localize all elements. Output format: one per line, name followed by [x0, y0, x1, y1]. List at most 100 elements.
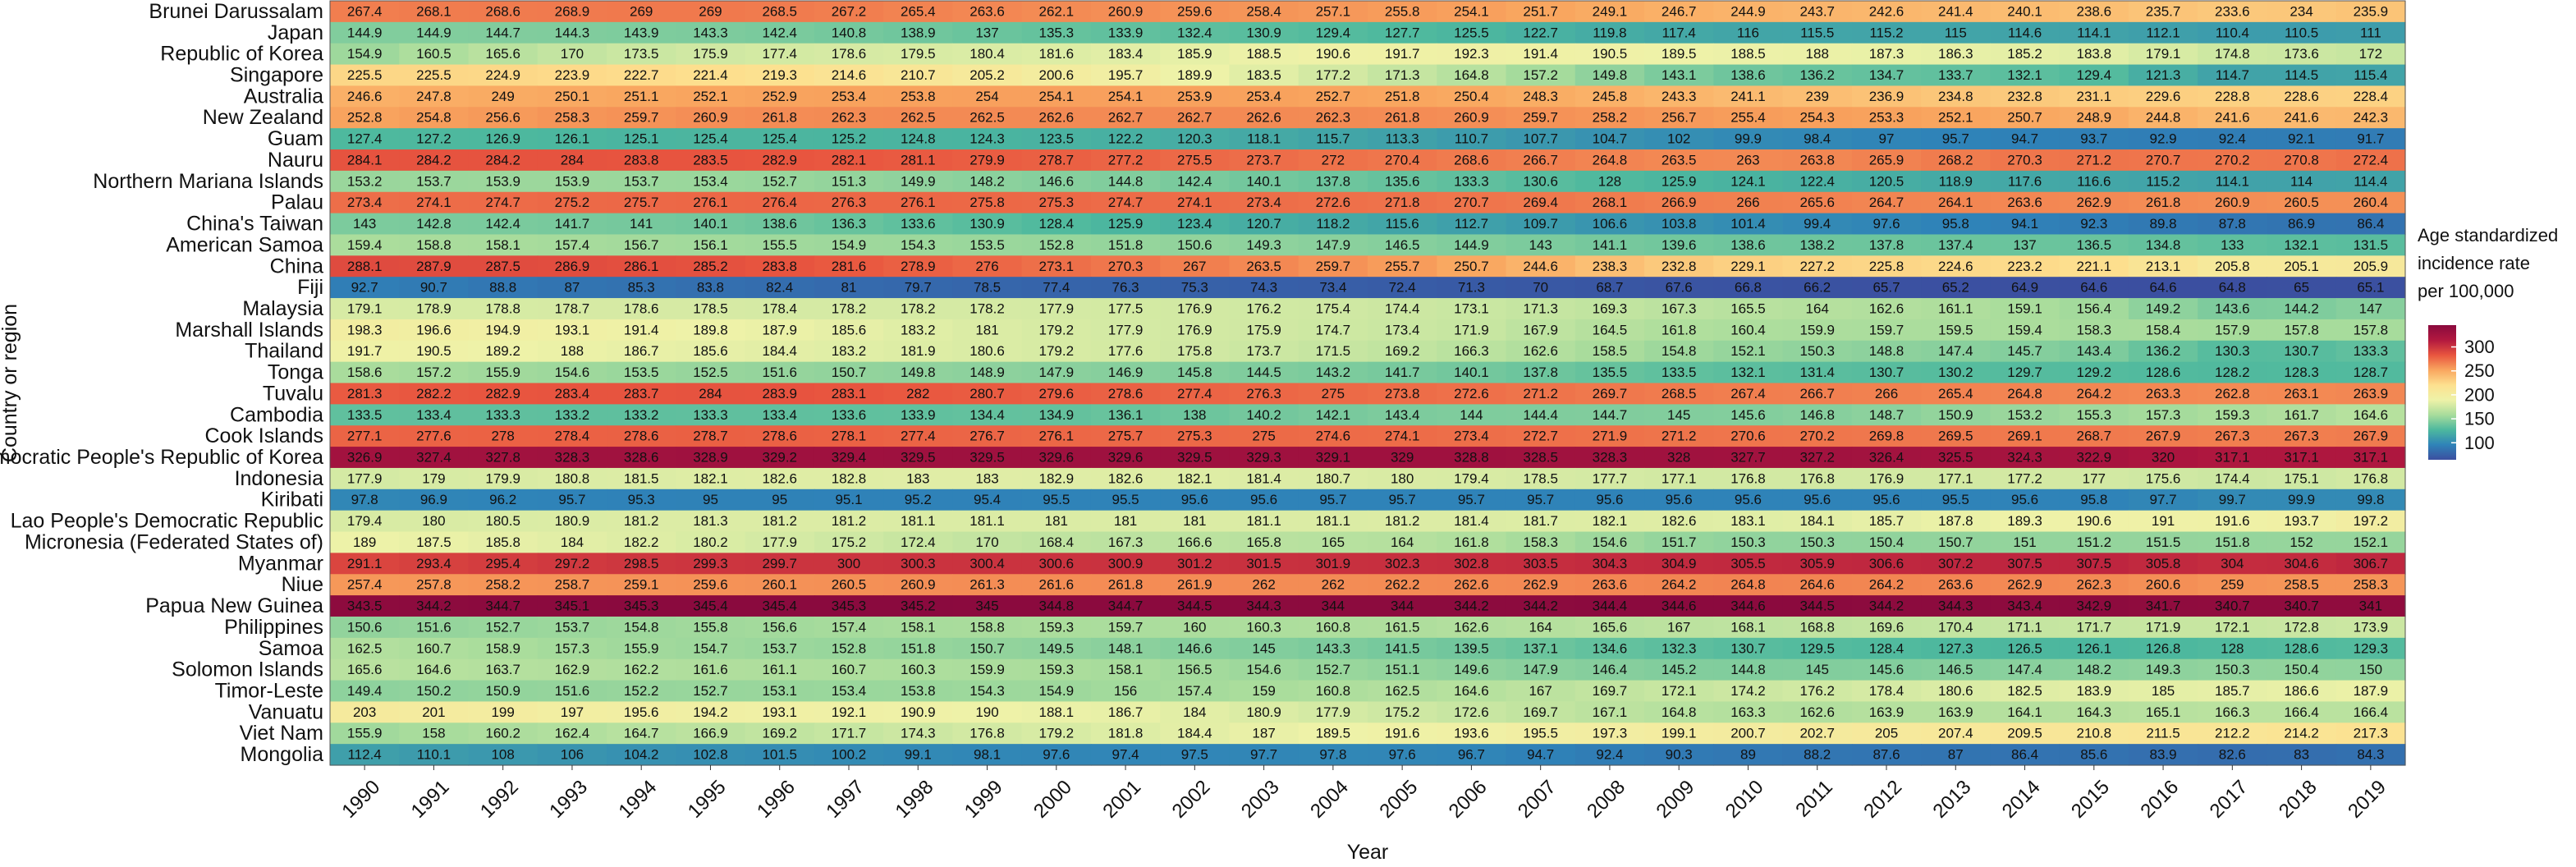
legend-tick-label: 100: [2464, 433, 2495, 453]
cell-value-label: 272.6: [1316, 195, 1351, 210]
heatmap-cell: [1644, 85, 1714, 108]
cell-value-label: 256.7: [1662, 110, 1697, 126]
cell-value-label: 244.8: [2146, 110, 2181, 126]
cell-value-label: 153.7: [762, 640, 797, 656]
heatmap-cell: [1229, 21, 1299, 44]
x-tick-label: 1996: [753, 776, 800, 823]
heatmap-cell: [1298, 170, 1368, 193]
x-tick-label: 2005: [1375, 776, 1422, 823]
cell-value-label: 260.5: [832, 577, 867, 593]
cell-value-label: 171.9: [1454, 322, 1489, 337]
heatmap-cell: [1160, 149, 1231, 172]
heatmap-cell: [1990, 107, 2060, 129]
cell-value-label: 171.7: [832, 726, 867, 741]
cell-value-label: 133.3: [1454, 173, 1489, 189]
cell-value-label: 151.7: [1662, 534, 1697, 550]
cell-value-label: 260.9: [1108, 3, 1144, 19]
cell-value-label: 320: [2152, 450, 2175, 466]
cell-value-label: 344.8: [1039, 599, 1075, 614]
cell-value-label: 268.7: [2077, 429, 2112, 444]
legend-title-line: Age standardized: [2418, 225, 2558, 245]
cell-value-label: 99.4: [1804, 216, 1831, 232]
cell-value-label: 126.1: [555, 131, 590, 147]
cell-value-label: 164.8: [1454, 67, 1489, 83]
cell-value-label: 262.5: [901, 110, 936, 126]
cell-value-label: 130.7: [1730, 640, 1766, 656]
heatmap-cell: [1713, 170, 1784, 193]
heatmap-cell: [814, 170, 884, 193]
cell-value-label: 179.1: [347, 300, 383, 316]
cell-value-label: 185.7: [1869, 513, 1904, 529]
cell-value-label: 142.4: [485, 216, 520, 232]
cell-value-label: 110.5: [2285, 25, 2318, 40]
cell-value-label: 329.3: [1246, 450, 1281, 466]
cell-value-label: 115.6: [1385, 216, 1419, 232]
cell-value-label: 241.1: [1730, 89, 1766, 104]
cell-value-label: 181.1: [969, 513, 1005, 529]
heatmap-cell: [1229, 191, 1299, 214]
cell-value-label: 183.2: [832, 343, 867, 359]
heatmap-cell: [745, 107, 815, 129]
cell-value-label: 219.3: [762, 67, 797, 83]
cell-value-label: 186.7: [1108, 704, 1144, 720]
cell-value-label: 173.7: [1246, 343, 1281, 359]
heatmap-cell: [1229, 170, 1299, 193]
heatmap-cell: [883, 191, 953, 214]
heatmap-cell: [330, 43, 400, 66]
cell-value-label: 138.6: [1730, 237, 1766, 253]
cell-value-label: 130.7: [1869, 365, 1904, 380]
cell-value-label: 267.4: [347, 3, 383, 19]
x-tick-label: 2002: [1168, 776, 1215, 823]
cell-value-label: 300.9: [1108, 556, 1144, 571]
heatmap-cell: [883, 213, 953, 236]
cell-value-label: 128.4: [1869, 640, 1904, 656]
cell-value-label: 217.3: [2354, 726, 2389, 741]
cell-value-label: 120.3: [1177, 131, 1212, 147]
cell-value-label: 212.2: [2215, 726, 2250, 741]
cell-value-label: 180.9: [1246, 704, 1281, 720]
cell-value-label: 273.4: [347, 195, 383, 210]
cell-value-label: 160.3: [1246, 619, 1281, 635]
heatmap-cell: [2128, 21, 2198, 44]
cell-value-label: 168.8: [1799, 619, 1835, 635]
heatmap-cell: [399, 107, 470, 129]
heatmap-cell: [2198, 43, 2268, 66]
cell-value-label: 141.7: [1385, 365, 1420, 380]
cell-value-label: 270.7: [2146, 152, 2181, 167]
cell-value-label: 306.7: [2354, 556, 2389, 571]
cell-value-label: 344.6: [1662, 599, 1697, 614]
cell-value-label: 190.5: [416, 343, 451, 359]
heatmap-cell: [1090, 64, 1161, 87]
cell-value-label: 255.8: [1385, 3, 1420, 19]
cell-value-label: 181.2: [832, 513, 867, 529]
cell-value-label: 267.2: [832, 3, 867, 19]
cell-value-label: 166.3: [2215, 704, 2250, 720]
cell-value-label: 305.8: [2146, 556, 2181, 571]
cell-value-label: 266: [1736, 195, 1759, 210]
cell-value-label: 94.7: [1527, 747, 1554, 763]
cell-value-label: 250.1: [555, 89, 590, 104]
cell-value-label: 345.2: [901, 599, 936, 614]
cell-value-label: 185.2: [2007, 46, 2042, 62]
cell-value-label: 165.1: [2146, 704, 2181, 720]
cell-value-label: 277.2: [1108, 152, 1144, 167]
cell-value-label: 249: [491, 89, 514, 104]
heatmap-cell: [607, 107, 676, 129]
heatmap-cell: [1090, 149, 1161, 172]
x-tick-label: 2001: [1098, 776, 1145, 823]
cell-value-label: 271.8: [1385, 195, 1420, 210]
cell-value-label: 126.8: [2146, 640, 2181, 656]
heatmap-cell: [1990, 85, 2060, 108]
x-tick-label: 1997: [822, 776, 869, 823]
heatmap-cell: [537, 149, 607, 172]
cell-value-label: 114.4: [2354, 173, 2387, 189]
cell-value-label: 151.8: [901, 640, 936, 656]
heatmap-cell: [1921, 21, 1991, 44]
cell-value-label: 134.7: [1869, 67, 1904, 83]
cell-value-label: 78.5: [974, 280, 1001, 296]
cell-value-label: 117.6: [2008, 173, 2042, 189]
cell-value-label: 260.9: [1454, 110, 1489, 126]
heatmap-cell: [676, 191, 746, 214]
cell-value-label: 242.3: [2354, 110, 2389, 126]
cell-value-label: 178.5: [693, 300, 728, 316]
